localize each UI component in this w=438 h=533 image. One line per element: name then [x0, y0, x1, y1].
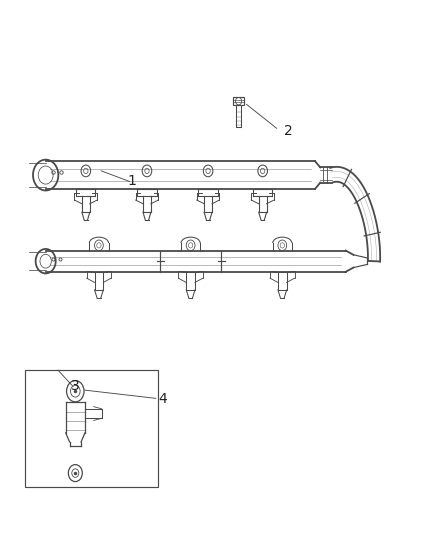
Text: 4: 4 — [158, 392, 166, 406]
Bar — [25, 370, 158, 487]
Text: 1: 1 — [127, 174, 136, 189]
Bar — [233, 98, 244, 105]
Text: 3: 3 — [71, 379, 79, 393]
Text: 2: 2 — [285, 124, 293, 138]
